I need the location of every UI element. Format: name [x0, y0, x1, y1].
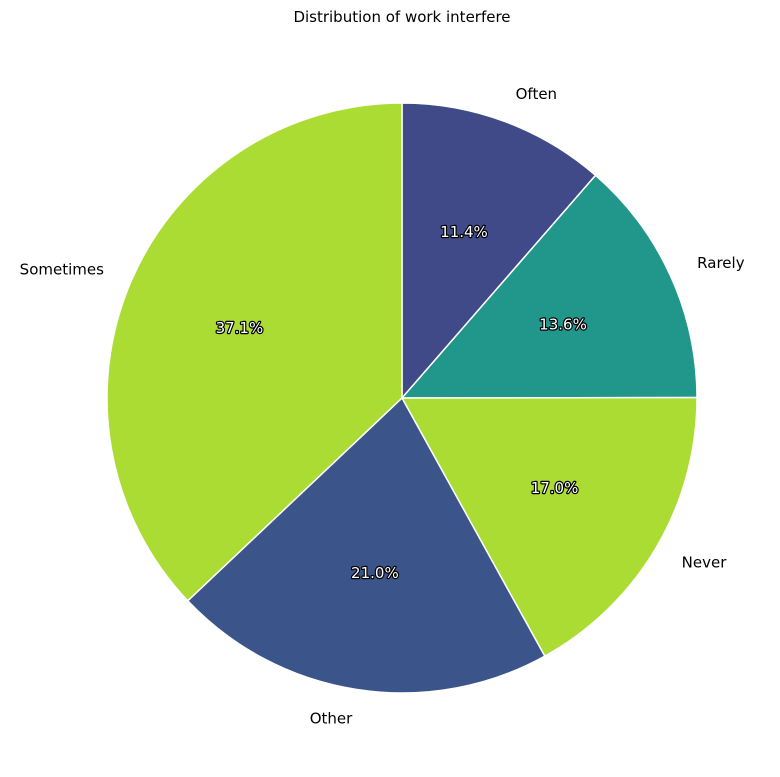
- category-label-rarely: Rarely: [697, 254, 745, 272]
- category-labels: Often Rarely Never Other Sometimes: [20, 85, 745, 728]
- pie-slices: [106, 102, 698, 694]
- category-label-sometimes: Sometimes: [20, 261, 104, 279]
- percent-label-often: 11.4%: [440, 223, 488, 241]
- category-label-other: Other: [310, 710, 353, 728]
- percent-labels: 11.4% 13.6% 17.0% 21.0% 37.1%: [214, 222, 588, 583]
- pie-slice-sometimes: [106, 102, 403, 602]
- chart-title: Distribution of work interfere: [293, 8, 510, 26]
- pie-slice-never: [400, 396, 698, 658]
- category-label-never: Never: [682, 554, 728, 572]
- percent-label-sometimes: 37.1%: [216, 319, 264, 337]
- category-label-often: Often: [516, 85, 557, 103]
- pie-slice-often: [401, 102, 597, 401]
- percent-label-never: 17.0%: [531, 479, 579, 497]
- pie-slice-rarely: [400, 174, 698, 399]
- pie-slice-other: [186, 396, 546, 694]
- percent-label-other: 21.0%: [351, 564, 399, 582]
- percent-label-rarely: 13.6%: [539, 315, 587, 333]
